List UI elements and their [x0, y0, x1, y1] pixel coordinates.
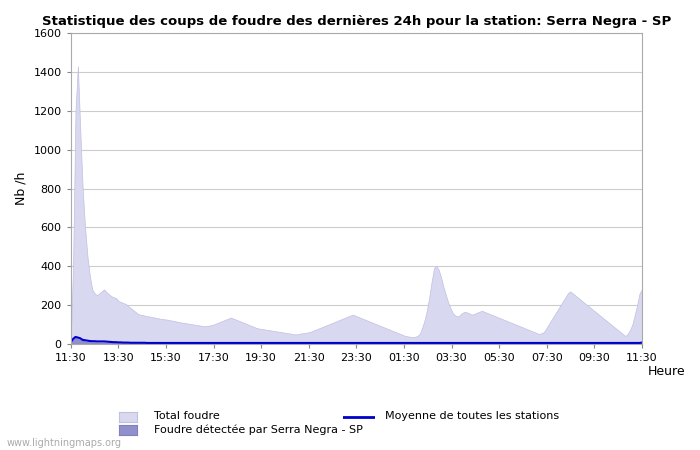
Moyenne de toutes les stations — [143, 340, 151, 346]
Text: Heure: Heure — [648, 365, 685, 378]
Moyenne de toutes les stations — [602, 340, 610, 346]
Text: www.lightningmaps.org: www.lightningmaps.org — [7, 438, 122, 448]
Moyenne de toutes les stations — [449, 340, 457, 346]
Moyenne de toutes les stations — [265, 340, 273, 346]
Text: Foudre détectée par Serra Negra - SP: Foudre détectée par Serra Negra - SP — [154, 424, 363, 435]
Moyenne de toutes les stations — [66, 339, 75, 345]
Moyenne de toutes les stations — [107, 339, 116, 345]
Text: Total foudre: Total foudre — [154, 411, 220, 421]
Text: Moyenne de toutes les stations: Moyenne de toutes les stations — [385, 411, 559, 421]
Title: Statistique des coups de foudre des dernières 24h pour la station: Serra Negra -: Statistique des coups de foudre des dern… — [42, 15, 671, 28]
Line: Moyenne de toutes les stations: Moyenne de toutes les stations — [71, 337, 642, 343]
Moyenne de toutes les stations — [638, 340, 646, 345]
Moyenne de toutes les stations — [93, 339, 102, 344]
Moyenne de toutes les stations — [162, 340, 171, 346]
Y-axis label: Nb /h: Nb /h — [15, 172, 28, 205]
Moyenne de toutes les stations — [71, 334, 80, 340]
